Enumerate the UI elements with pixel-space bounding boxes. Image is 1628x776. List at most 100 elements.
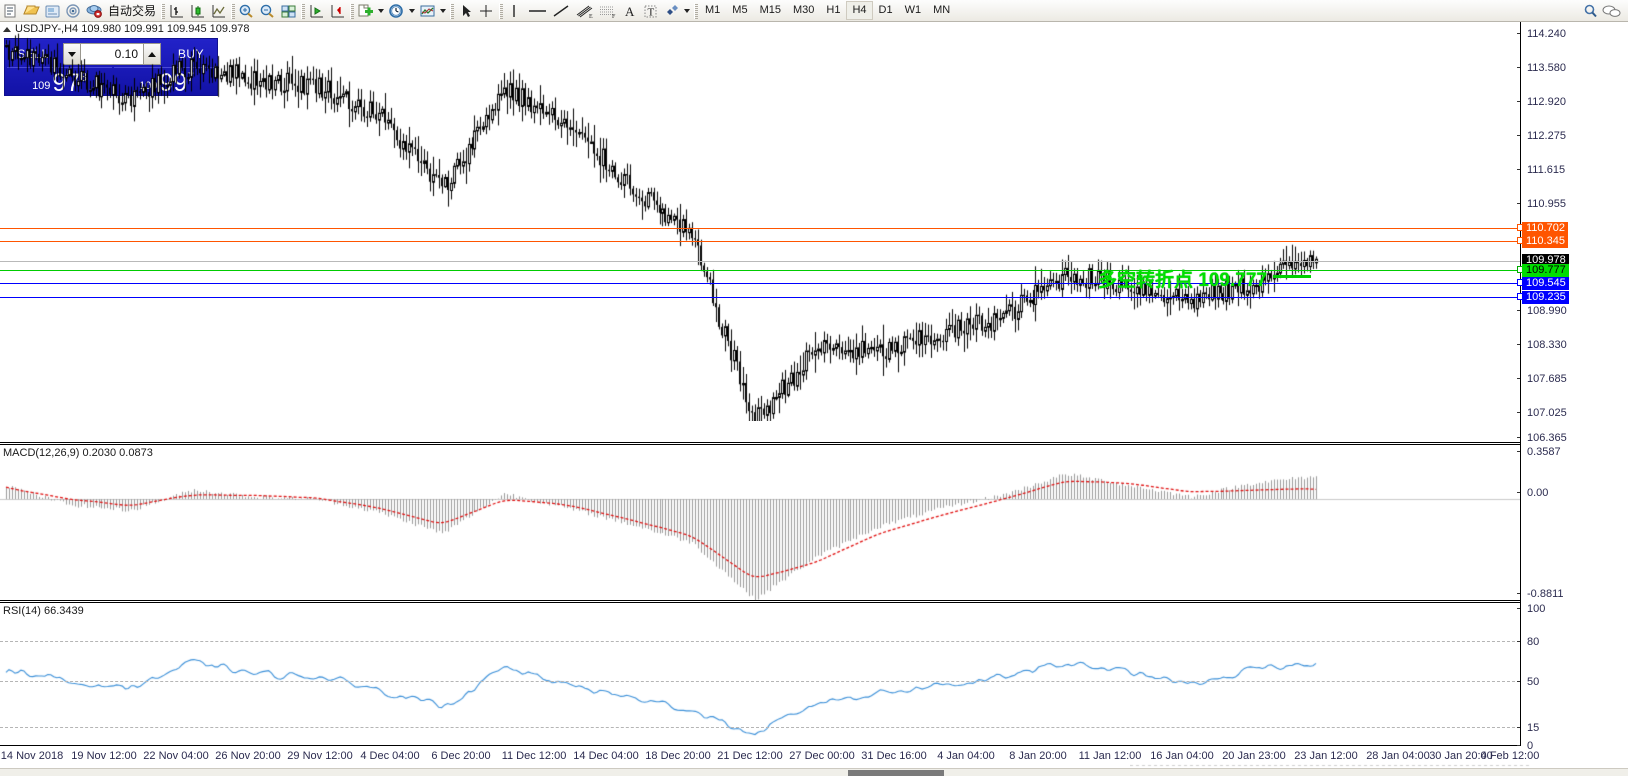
timeframe-w1[interactable]: W1 (904, 4, 922, 16)
rsi-indicator-label: RSI(14) 66.3439 (3, 605, 84, 617)
timeframe-m15[interactable]: M15 (759, 4, 781, 16)
timeframe-d1[interactable]: D1 (878, 4, 893, 16)
chart-window[interactable]: USDJPY-,H4 109.980 109.991 109.945 109.9… (0, 22, 1628, 776)
shapes-icon[interactable] (661, 1, 682, 21)
text-label-icon[interactable]: A (619, 1, 640, 21)
time-tick: 6 Dec 20:00 (431, 750, 491, 762)
timeframe-m5[interactable]: M5 (732, 4, 748, 16)
zoom-in-icon[interactable] (236, 1, 257, 21)
price-tick: 106.365 (1527, 432, 1567, 444)
rsi-tick-15: 15 (1527, 722, 1540, 734)
expert-advisor-icon[interactable] (84, 1, 105, 21)
time-axis[interactable]: 14 Nov 2018 19 Nov 12:00 22 Nov 04:00 26… (0, 750, 1540, 764)
macd-tick-max: 0.3587 (1527, 446, 1561, 458)
pane-separator-macd[interactable] (0, 442, 1520, 445)
annotation-marker-line[interactable] (1273, 275, 1311, 278)
rsi-level-50-line (0, 681, 1520, 682)
rsi-tick-80: 80 (1527, 636, 1540, 648)
time-tick: 27 Dec 00:00 (789, 750, 855, 762)
chat-icon[interactable] (1601, 1, 1622, 21)
indicators-icon[interactable] (417, 1, 438, 21)
price-tick: 107.685 (1527, 373, 1567, 385)
scrollbar-thumb[interactable] (848, 770, 944, 776)
timeframe-mn[interactable]: MN (933, 4, 951, 16)
rsi-level-15-line (0, 727, 1520, 728)
vertical-line-icon[interactable] (504, 1, 525, 21)
toolbar-divider (229, 2, 236, 20)
chevron-down-icon[interactable] (376, 2, 386, 20)
price-label-110345[interactable]: 110.345 (1522, 235, 1568, 248)
chevron-down-icon[interactable] (438, 2, 448, 20)
macd-indicator-label: MACD(12,26,9) 0.2030 0.0873 (3, 447, 153, 459)
pane-separator-rsi[interactable] (0, 600, 1520, 603)
text-box-icon[interactable]: T (640, 1, 661, 21)
toolbar-divider (692, 2, 699, 20)
toolbar-divider (299, 2, 306, 20)
timeframe-h4[interactable]: H4 (846, 1, 873, 20)
chart-annotation-text[interactable]: 多空转折点 109.777 (1098, 270, 1267, 291)
auto-scroll-icon[interactable] (327, 1, 348, 21)
time-tick: 4 Dec 04:00 (360, 750, 420, 762)
time-tick: 30 Jan 20:00 (1429, 750, 1493, 762)
chevron-down-icon[interactable] (407, 2, 417, 20)
toolbar-divider (348, 2, 355, 20)
macd-tick-min: -0.8811 (1527, 588, 1564, 600)
macd-tick-zero: 0.00 (1527, 487, 1549, 499)
horizontal-line-icon[interactable] (525, 1, 550, 21)
signal-icon[interactable] (63, 1, 84, 21)
macd-chart-canvas[interactable] (0, 458, 1520, 600)
time-tick: 4 Feb 12:00 (1480, 750, 1540, 762)
tile-windows-icon[interactable] (278, 1, 299, 21)
trendline-icon[interactable] (550, 1, 573, 21)
period-separator-icon[interactable] (386, 1, 407, 21)
toolbar-divider (448, 2, 455, 20)
folder-icon[interactable] (21, 1, 42, 21)
price-axis[interactable]: 114.240 113.580 112.920 112.275 111.615 … (1516, 22, 1628, 776)
time-tick: 26 Nov 20:00 (215, 750, 281, 762)
timeframe-m30[interactable]: M30 (792, 4, 815, 16)
level-line-110702[interactable] (0, 228, 1521, 229)
auto-trading-label[interactable]: 自动交易 (108, 4, 157, 18)
bar-chart-icon[interactable] (166, 1, 187, 21)
main-toolbar: 自动交易 (0, 0, 1628, 22)
search-icon[interactable] (1580, 1, 1601, 21)
fibonacci-retracement-icon[interactable]: F (596, 1, 619, 21)
level-line-110345[interactable] (0, 241, 1521, 242)
price-label-109545[interactable]: 109.545 (1522, 277, 1569, 290)
chart-shift-icon[interactable] (306, 1, 327, 21)
level-line-109545[interactable] (0, 283, 1521, 284)
price-tick: 112.920 (1527, 96, 1566, 108)
line-chart-icon[interactable] (208, 1, 229, 21)
price-label-109777[interactable]: 109.777 (1522, 264, 1569, 277)
time-tick: 16 Jan 04:00 (1150, 750, 1214, 762)
rsi-tick-0: 0 (1527, 740, 1534, 752)
timeframe-h1[interactable]: H1 (826, 4, 841, 16)
time-tick: 29 Nov 12:00 (287, 750, 353, 762)
crosshair-icon[interactable] (476, 1, 497, 21)
zoom-out-icon[interactable] (257, 1, 278, 21)
chevron-down-icon[interactable] (682, 2, 692, 20)
time-tick: 21 Dec 12:00 (717, 750, 783, 762)
rsi-level-80-line (0, 641, 1520, 642)
rsi-chart-canvas[interactable] (0, 620, 1520, 745)
time-tick: 11 Dec 12:00 (501, 750, 567, 762)
candlestick-chart-icon[interactable] (187, 1, 208, 21)
vertical-axis-line (1520, 22, 1521, 746)
equidistant-channel-icon[interactable]: E (573, 1, 596, 21)
time-tick: 18 Dec 20:00 (645, 750, 711, 762)
news-icon[interactable] (42, 1, 63, 21)
price-label-110702[interactable]: 110.702 (1522, 222, 1568, 235)
horizontal-scrollbar[interactable] (0, 768, 1628, 776)
price-chart-canvas[interactable] (0, 26, 1520, 421)
svg-text:A: A (625, 4, 635, 19)
level-line-109777[interactable] (0, 270, 1521, 271)
new-object-icon[interactable] (355, 1, 376, 21)
timeframe-m1[interactable]: M1 (705, 4, 721, 16)
cursor-icon[interactable] (455, 1, 476, 21)
order-icon[interactable] (0, 1, 21, 21)
time-tick: 14 Nov 2018 (0, 750, 64, 762)
level-line-109235[interactable] (0, 297, 1521, 298)
price-label-109235[interactable]: 109.235 (1522, 291, 1569, 304)
rsi-bottom-axis (0, 745, 1520, 746)
rsi-tick-100: 100 (1527, 603, 1546, 615)
